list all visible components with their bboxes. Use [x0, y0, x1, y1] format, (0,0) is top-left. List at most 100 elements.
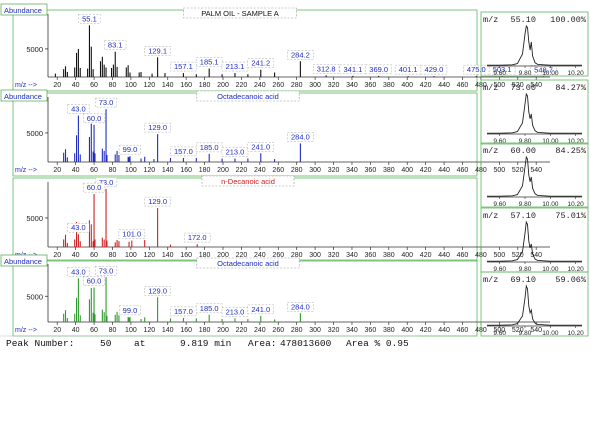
x-tick-label: 440 [438, 252, 450, 259]
ion-percent: 84.27% [555, 83, 587, 93]
x-tick-label: 20 [53, 167, 61, 174]
x-tick-label: 120 [143, 167, 155, 174]
peak-label-box [144, 286, 171, 296]
x-tick-label: 160 [180, 252, 192, 259]
spectrum-title: PALM OIL - SAMPLE A [201, 9, 279, 18]
x-tick-label: 200 [217, 167, 229, 174]
x-tick-label: 460 [457, 327, 469, 334]
x-tick-label: 520 [512, 167, 524, 174]
ion-frame [480, 271, 589, 337]
peak-label-box [221, 147, 249, 157]
ion-percent: 75.01% [555, 211, 587, 221]
ion-x-tick-label: 9.60 [493, 266, 506, 273]
peak-label: 369.0 [369, 65, 388, 74]
peak-label: 55.1 [82, 14, 97, 23]
peak-number-label: Peak Number: [6, 338, 75, 349]
x-tick-label: 100 [125, 252, 137, 259]
ion-x-tick-label: 9.80 [519, 138, 532, 145]
peak-label: 99.0 [123, 306, 138, 315]
ion-frame [480, 11, 589, 77]
x-tick-label: 420 [420, 167, 432, 174]
peak-label: 284.2 [291, 50, 310, 59]
ion-percent: 59.06% [555, 275, 587, 285]
ion-x-tick-label: 10.20 [568, 201, 585, 208]
peak-label-box [312, 64, 340, 74]
ion-x-tick-label: 9.60 [493, 138, 506, 145]
peak-label-box [94, 97, 118, 108]
ion-panel-5: m/z 69.10 59.06% 9.60 9.80 10.00 10.20 [480, 271, 589, 337]
peak-label: 341.1 [343, 65, 362, 74]
peak-label-box [287, 302, 314, 312]
x-tick-label: 100 [125, 167, 137, 174]
ion-x-tick-label: 10.00 [542, 266, 559, 273]
peak-label: 213.1 [226, 62, 245, 71]
peak-label: 312.8 [317, 64, 336, 73]
ion-percent: 84.25% [555, 146, 587, 156]
ion-x-tick-label: 10.00 [542, 201, 559, 208]
x-tick-label: 300 [309, 252, 321, 259]
x-tick-label: 440 [438, 167, 450, 174]
x-tick-label: 160 [180, 167, 192, 174]
y-axis-label: Abundance [4, 6, 42, 15]
peak-label: 43.0 [71, 105, 86, 114]
peak-label: 429.0 [425, 65, 444, 74]
peak-label-box [488, 64, 516, 75]
area-label: Area: [248, 338, 277, 349]
x-tick-label: 80 [109, 327, 117, 334]
peak-label-box [83, 182, 106, 193]
ion-x-tick-label: 9.60 [493, 70, 506, 77]
x-tick-label: 440 [438, 327, 450, 334]
y-tick-label: 5000 [26, 292, 43, 301]
peak-label: 129.0 [148, 123, 167, 132]
x-tick-label: 360 [365, 167, 377, 174]
x-tick-label: 80 [109, 82, 117, 89]
x-tick-label: 80 [109, 252, 117, 259]
ion-mz-value: 73.00 [510, 83, 536, 93]
ion-mz-value: 55.10 [510, 15, 536, 25]
peak-label-box [118, 144, 142, 155]
x-tick-label: 240 [254, 167, 266, 174]
peak-label-box [83, 276, 106, 286]
ion-x-tick-label: 9.80 [519, 266, 532, 273]
peak-label-box [170, 61, 197, 72]
ion-mz-value: 57.10 [510, 211, 536, 221]
peak-label: 241.0 [251, 142, 270, 151]
x-tick-label: 40 [72, 167, 80, 174]
x-tick-label: 220 [236, 167, 248, 174]
x-tick-label: 160 [180, 327, 192, 334]
peak-info-footer: Peak Number: 50 at 9.819 min Area: 47801… [4, 337, 586, 352]
peak-label: 475.0 [467, 65, 486, 74]
ion-percent: 100.00% [550, 15, 587, 25]
peak-label: 284.0 [291, 132, 310, 141]
peak-label: 401.1 [399, 65, 418, 74]
x-tick-label: 120 [143, 82, 155, 89]
ion-mz-value: 69.10 [510, 275, 536, 285]
peak-label: 241.0 [251, 305, 270, 314]
x-tick-label: 320 [328, 167, 340, 174]
x-tick-label: 340 [346, 327, 358, 334]
peak-label: 241.2 [251, 59, 270, 68]
x-tick-label: 400 [401, 82, 413, 89]
x-tick-label: 400 [401, 167, 413, 174]
x-tick-label: 140 [162, 167, 174, 174]
title-box [183, 7, 297, 19]
x-tick-label: 380 [383, 327, 395, 334]
peak-label: 157.0 [174, 147, 193, 156]
ion-frame [480, 79, 589, 145]
x-tick-label: 440 [438, 82, 450, 89]
peak-label-box [144, 122, 171, 133]
x-tick-label: 220 [236, 82, 248, 89]
x-tick-label: 120 [143, 327, 155, 334]
y-tick-label: 5000 [26, 129, 43, 138]
x-tick-label: 240 [254, 82, 266, 89]
x-tick-label: 500 [493, 252, 505, 259]
peak-label-box [144, 46, 171, 56]
x-tick-label: 140 [162, 327, 174, 334]
ion-x-tick-label: 10.00 [542, 70, 559, 77]
x-tick-label: 340 [346, 167, 358, 174]
peak-label: 185.0 [200, 143, 219, 152]
ion-x-tick-label: 10.20 [568, 266, 585, 273]
ion-x-tick-label: 9.80 [519, 330, 532, 337]
peak-label-box [195, 303, 223, 314]
spectrum-panel-3: n-Decanoic acid 5000 20 40 60 80 100 120 140 160 1… [12, 175, 550, 262]
